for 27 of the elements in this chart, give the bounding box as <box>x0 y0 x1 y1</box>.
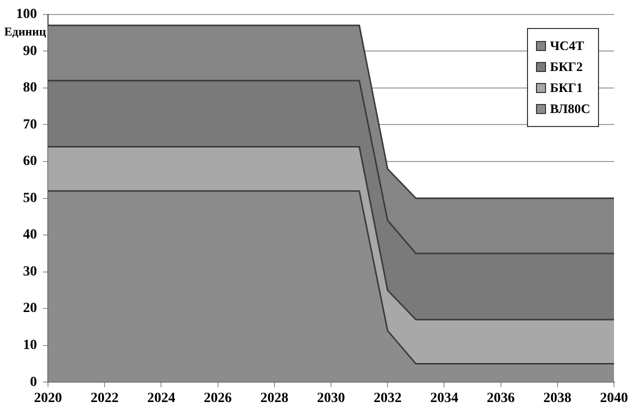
x-tick-label: 2024 <box>147 391 176 406</box>
x-tick-label: 2036 <box>486 391 515 406</box>
y-tick-label: 60 <box>23 154 37 170</box>
y-tick-label: 40 <box>23 228 37 243</box>
legend-label: ЧС4Т <box>550 38 584 54</box>
y-tick-label: 30 <box>23 264 37 280</box>
y-tick-label: 50 <box>23 190 37 206</box>
y-axis-title: Единиц <box>4 24 46 38</box>
legend-label: ВЛ80С <box>550 101 590 118</box>
x-tick-label: 2038 <box>543 391 572 406</box>
x-tick-label: 2026 <box>204 391 232 406</box>
y-tick-label: 10 <box>23 338 37 354</box>
x-tick-label: 2020 <box>34 391 62 406</box>
y-tick-label: 70 <box>23 117 37 132</box>
legend-label: БКГ1 <box>550 80 583 96</box>
x-tick-label: 2032 <box>374 391 402 406</box>
y-tick-label: 80 <box>23 80 37 96</box>
y-tick-label: 100 <box>16 7 37 22</box>
y-tick-label: 90 <box>23 44 37 59</box>
y-tick-label: 20 <box>23 301 37 316</box>
legend-label: БКГ2 <box>550 59 583 76</box>
y-tick-label: 0 <box>30 374 37 390</box>
x-tick-label: 2030 <box>317 391 345 406</box>
x-tick-label: 2040 <box>600 391 628 406</box>
x-tick-label: 2034 <box>430 391 458 406</box>
x-tick-label: 2028 <box>260 391 288 406</box>
x-tick-label: 2022 <box>90 391 119 406</box>
